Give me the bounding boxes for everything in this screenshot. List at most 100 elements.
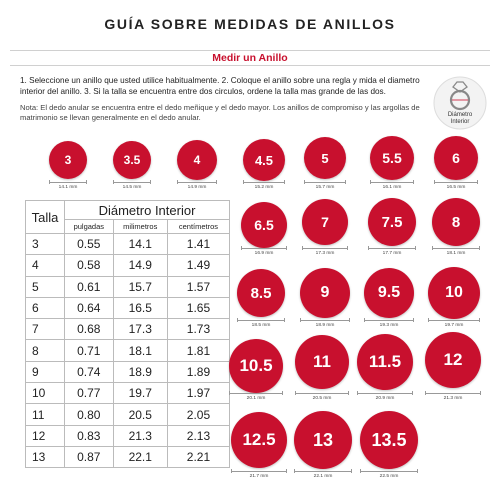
measure-tick — [412, 391, 413, 395]
ring-size-circle: 4.5 — [243, 139, 285, 181]
ring-size-label: 4 — [193, 153, 201, 167]
measure-line — [370, 182, 414, 183]
ring-size-circle: 9 — [300, 268, 350, 318]
table-row: 8 0.71 18.1 1.81 — [25, 339, 231, 362]
ring-size-mm: 20.9 mm — [375, 396, 395, 401]
table-row: 3 0.55 14.1 1.41 — [25, 232, 231, 256]
measure-tick — [216, 180, 217, 184]
table-row: 4 0.58 14.9 1.49 — [25, 254, 231, 277]
ring-size-circle: 3.5 — [113, 141, 151, 179]
header-diametro: Diámetro Interior — [64, 200, 230, 220]
table-row: 10 0.77 19.7 1.97 — [25, 382, 231, 405]
cell-cm: 2.21 — [166, 445, 231, 469]
measure-line — [360, 471, 418, 472]
measure-tick — [413, 180, 414, 184]
measure-tick — [479, 318, 480, 322]
table-row: 9 0.74 18.9 1.89 — [25, 360, 231, 384]
cell-size: 9 — [25, 360, 65, 384]
cell-cm: 1.81 — [166, 339, 231, 362]
measure-tick — [294, 469, 295, 473]
measure-tick — [49, 180, 50, 184]
ring-size-circle: 10.5 — [229, 339, 283, 393]
ring-size-circle: 13 — [294, 411, 352, 469]
ring-size-label: 3.5 — [123, 153, 141, 167]
measure-line — [295, 393, 349, 394]
ring-size-mm: 22.1 mm — [313, 474, 333, 479]
cell-inches: 0.74 — [64, 360, 114, 384]
ring-size-mm: 18.9 mm — [315, 323, 335, 328]
measure-line — [241, 248, 287, 249]
ring-size-label: 7.5 — [381, 213, 403, 231]
measure-line — [300, 320, 350, 321]
note-text: Nota: El dedo anular se encuentra entre … — [20, 103, 420, 122]
measure-tick — [364, 318, 365, 322]
cell-inches: 0.61 — [64, 275, 114, 298]
ring-size-label: 13 — [312, 429, 334, 450]
ring-size-mm: 16.1 mm — [382, 185, 402, 190]
ring-size-mm: 19.3 mm — [379, 323, 399, 328]
ring-size-circle: 8.5 — [237, 269, 285, 317]
page-title: GUÍA SOBRE MEDIDAS DE ANILLOS — [104, 16, 396, 32]
cell-cm: 1.57 — [166, 275, 231, 298]
ring-size-circle: 6.5 — [241, 202, 287, 248]
ring-size-mm: 15.2 mm — [254, 185, 274, 190]
ring-size-label: 8.5 — [250, 284, 272, 302]
measure-tick — [368, 246, 369, 250]
cell-cm: 1.49 — [166, 254, 231, 277]
ring-caption-line1: Diámetro — [447, 112, 473, 118]
header-talla: Talla — [25, 200, 65, 234]
ring-size-circle: 5 — [304, 137, 346, 179]
measure-line — [357, 393, 413, 394]
ring-size-label: 5.5 — [382, 150, 402, 166]
measure-tick — [357, 391, 358, 395]
measure-line — [368, 248, 416, 249]
cell-mm: 14.1 — [112, 232, 168, 256]
measure-tick — [347, 246, 348, 250]
measure-tick — [434, 180, 435, 184]
measure-tick — [425, 391, 426, 395]
ring-size-mm: 18.1 mm — [446, 251, 466, 256]
instructions-text: 1. Seleccione un anillo que usted utilic… — [20, 76, 420, 96]
ring-size-mm: 17.7 mm — [382, 251, 402, 256]
ring-size-label: 13.5 — [371, 429, 407, 450]
measure-tick — [300, 318, 301, 322]
cell-mm: 15.7 — [112, 275, 168, 298]
cell-mm: 16.5 — [112, 296, 168, 320]
measure-tick — [295, 391, 296, 395]
ring-size-circle: 8 — [432, 198, 480, 246]
size-table: Talla Diámetro Interior pulgadas milimet… — [25, 200, 231, 469]
ring-size-mm: 17.3 mm — [315, 251, 335, 256]
section-subtitle: Medir un Anillo — [212, 52, 288, 64]
measure-tick — [302, 246, 303, 250]
measure-tick — [348, 391, 349, 395]
ring-caption: Diámetro Interior — [432, 112, 488, 126]
cell-cm: 1.89 — [166, 360, 231, 384]
measure-line — [302, 248, 348, 249]
cell-size: 3 — [25, 232, 65, 256]
ring-size-label: 9.5 — [377, 284, 401, 301]
measure-tick — [284, 180, 285, 184]
ring-size-mm: 20.1 mm — [246, 396, 266, 401]
measure-tick — [349, 318, 350, 322]
ring-size-mm: 21.7 mm — [249, 474, 269, 479]
measure-line — [229, 393, 283, 394]
table-row: 7 0.68 17.3 1.73 — [25, 318, 231, 341]
cell-cm: 2.05 — [166, 403, 231, 426]
cell-inches: 0.71 — [64, 339, 114, 362]
ring-size-mm: 14.9 mm — [187, 185, 207, 190]
cell-size: 10 — [25, 382, 65, 405]
cell-mm: 14.9 — [112, 254, 168, 277]
ring-size-mm: 19.7 mm — [444, 323, 464, 328]
measure-tick — [86, 180, 87, 184]
ring-size-label: 12 — [443, 350, 463, 369]
measure-tick — [304, 180, 305, 184]
cell-mm: 21.3 — [112, 424, 168, 447]
measure-line — [237, 320, 285, 321]
measure-tick — [177, 180, 178, 184]
measure-tick — [351, 469, 352, 473]
measure-line — [304, 182, 346, 183]
measure-tick — [229, 391, 230, 395]
ring-size-mm: 16.9 mm — [254, 251, 274, 256]
ring-size-circle: 13.5 — [360, 411, 418, 469]
measure-tick — [286, 469, 287, 473]
